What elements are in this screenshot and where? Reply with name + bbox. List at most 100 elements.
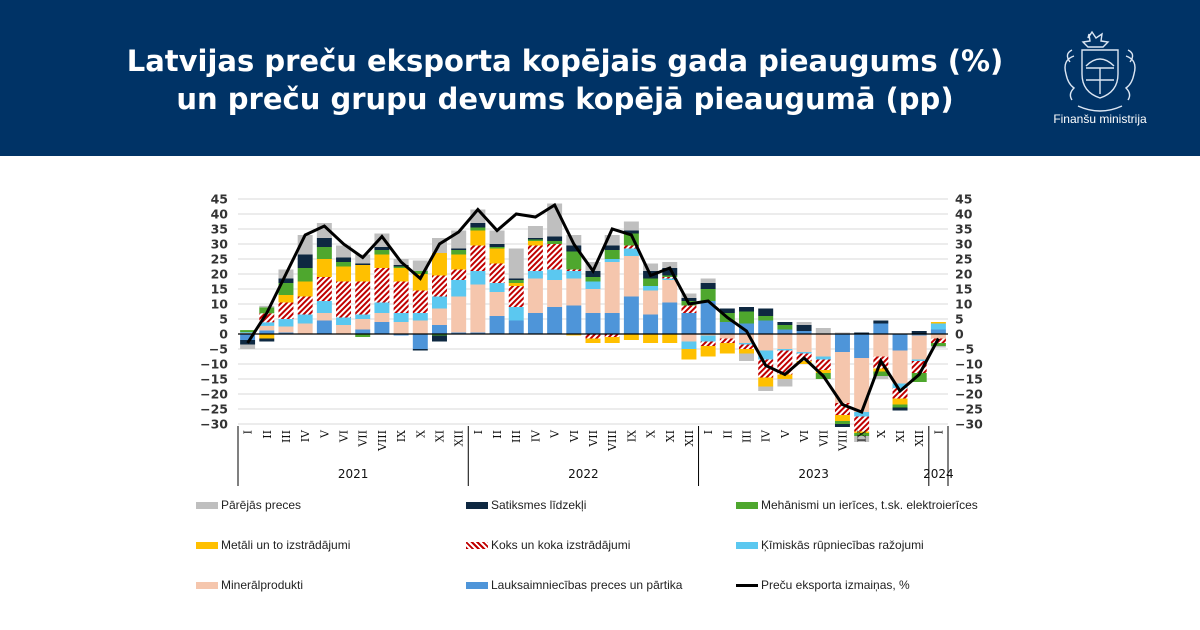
bar-segment [739, 349, 754, 354]
bar-segment [451, 296, 467, 333]
bar-segment [604, 235, 620, 246]
x-tick-label: XII [913, 430, 926, 447]
bar-segment [854, 412, 870, 417]
y-tick-label-left: 25 [211, 252, 228, 267]
bar-segment [681, 293, 697, 298]
x-axis: I II III IV V VI VII VIII IX X XI XII I II III IV V VI VII… [237, 426, 954, 486]
bar-segment [643, 334, 659, 343]
bar-segment [719, 338, 735, 343]
x-tick-label: VI [568, 430, 581, 443]
bar-segment [489, 263, 505, 283]
bar-segment [815, 370, 831, 373]
y-tick-label-right: 40 [955, 207, 973, 222]
bar-segment [700, 341, 716, 346]
bar-segment [911, 335, 927, 360]
bar-segment [374, 247, 390, 250]
y-tick-label-right: 10 [955, 297, 973, 312]
bar-segment [336, 266, 352, 282]
y-tick-label-left: 5 [219, 312, 228, 327]
bar-segment [547, 244, 563, 270]
bar-segment [259, 305, 275, 308]
x-tick-label: XI [664, 430, 677, 442]
bar-segment [758, 359, 774, 378]
bar-segment [834, 421, 850, 424]
legend-swatch-agri [466, 581, 488, 589]
bar-segment [623, 256, 639, 297]
bar-segment [278, 283, 294, 295]
x-tick-label: VIII [836, 430, 849, 452]
y-tick-label-right: −25 [955, 402, 983, 417]
legend-swatch-metals [196, 541, 218, 549]
legend-item-metals: Metāli un to izstrādājumi [196, 538, 350, 552]
bar-segment [470, 230, 486, 246]
bar-segment [604, 313, 620, 334]
bar-segment [259, 334, 275, 339]
bar-segment [758, 386, 774, 391]
bar-segment [719, 343, 735, 354]
bar-segment [393, 313, 409, 322]
bar-segment [547, 269, 563, 280]
bar-segment [547, 307, 563, 334]
bar-segment [393, 281, 409, 313]
bar-segment [489, 244, 505, 247]
bar-segment [412, 320, 428, 334]
bar-segment [873, 368, 889, 372]
y-tick-label-left: 45 [211, 192, 228, 207]
x-tick-label: II [721, 430, 734, 439]
x-tick-label: I [472, 430, 485, 434]
bar-segment [700, 289, 716, 301]
legend-label: Satiksmes līdzekļi [491, 498, 587, 512]
bar-segment [566, 271, 582, 279]
bar-segment [892, 350, 908, 384]
y-tick-label-left: 10 [211, 297, 229, 312]
bar-segment [892, 383, 908, 388]
bar-segment [527, 313, 543, 334]
x-tick-label: IV [299, 429, 312, 442]
bar-segment [604, 245, 620, 250]
x-tick-label: XII [453, 430, 466, 447]
bar-segment [566, 245, 582, 252]
bar-segment [604, 259, 620, 262]
bar-segment [278, 295, 294, 303]
legend-swatch-machinery [736, 501, 758, 509]
x-tick-label: IX [395, 430, 408, 442]
bar-segment [585, 281, 601, 289]
legend-swatch-mineral [196, 581, 218, 589]
bar-segment [527, 245, 543, 271]
bar-segment [412, 260, 428, 271]
y-tick-label-right: 5 [955, 312, 964, 327]
bar-segment [432, 275, 447, 297]
bar-segment [451, 248, 467, 250]
bar-segment [662, 278, 678, 280]
bar-segment [758, 350, 774, 360]
bar-segment [240, 330, 256, 333]
bar-segment [316, 259, 332, 277]
bar-segment [662, 268, 678, 276]
bar-segment [585, 313, 601, 334]
legend-item-transport: Satiksmes līdzekļi [466, 498, 586, 512]
bar-segment [489, 248, 505, 264]
bar-segment [739, 344, 754, 349]
bar-segment [834, 424, 850, 427]
y-tick-label-right: 45 [955, 192, 972, 207]
legend-swatch-total [736, 583, 758, 587]
legend-label: Mehānismi un ierīces, t.sk. elektroierīc… [761, 498, 978, 512]
bar-segment [892, 334, 908, 351]
total-export-growth-line [246, 202, 940, 414]
bar-segment [527, 238, 543, 240]
bar-segment [700, 278, 716, 283]
bar-segment [643, 290, 659, 315]
bar-segment [739, 307, 754, 312]
x-tick-label: III [741, 430, 754, 443]
bar-segment [451, 254, 467, 270]
bar-segment [240, 332, 256, 334]
y-tick-label-left: −20 [200, 387, 228, 402]
bar-segment [777, 325, 793, 330]
bar-segment [508, 320, 524, 334]
bar-segment [412, 313, 428, 321]
bar-segment [470, 223, 486, 228]
bar-segment [259, 313, 275, 323]
x-tick-label: IX [856, 430, 869, 442]
bar-segment [297, 268, 313, 282]
bar-segment [278, 332, 294, 334]
